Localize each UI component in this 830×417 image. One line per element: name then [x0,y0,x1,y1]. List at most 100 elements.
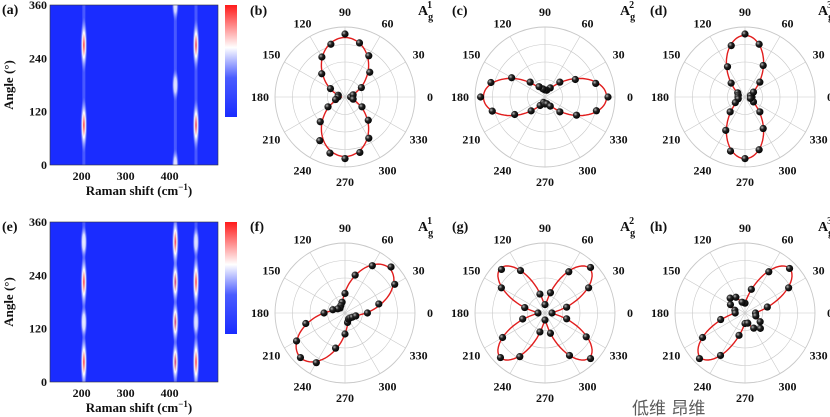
angle-label: 210 [462,133,480,147]
angle-label: 0 [827,306,830,320]
angle-label: 270 [536,391,554,405]
data-point [331,95,340,104]
angle-label: 90 [739,221,751,235]
data-point [727,42,735,50]
data-point [365,134,373,142]
data-point [726,301,735,309]
data-point [731,309,739,317]
data-point [497,284,505,292]
data-point [565,351,574,360]
data-point [519,315,527,323]
angle-label: 300 [579,380,597,394]
angle-label: 90 [739,5,751,19]
angle-label: 0 [627,306,633,320]
panel-label: (h) [650,220,667,235]
data-point [592,107,600,115]
data-point [572,111,581,119]
data-point [341,289,349,297]
peak-maximum [80,97,88,153]
grid-spoke [509,252,546,314]
data-point [326,85,335,93]
angle-label: 0 [627,90,633,104]
angle-label: 120 [694,16,712,30]
data-point [387,263,395,271]
data-point [571,75,579,84]
angle-label: 330 [410,133,428,147]
y-axis-label: Angle (°) [1,60,16,110]
data-point [497,265,506,274]
data-point [368,262,376,270]
grid-spoke [544,312,581,374]
polar-panel-5: (f) Ag1 0 30 60 90 120 150 180 210 240 270 300 330 [250,216,433,405]
grid-spoke [344,96,406,133]
data-point [604,93,612,101]
angle-label: 300 [779,164,797,178]
panel-label: (g) [452,220,469,235]
angle-label: 180 [451,90,469,104]
grid-spoke [544,312,606,349]
data-point [556,78,564,86]
y-tick-label: 360 [29,215,47,229]
data-point [526,78,534,86]
peak-maximum [80,334,88,382]
grid-spoke [484,277,546,314]
polar-panel-1: (b) Ag1 0 30 60 90 120 150 180 210 240 270 300 330 [250,0,433,189]
data-point [357,83,365,92]
y-tick-label: 120 [29,105,47,119]
angle-label: 150 [462,48,480,62]
grid-spoke [284,61,346,98]
data-point [391,280,399,288]
angle-label: 240 [294,380,312,394]
data-point [756,108,764,116]
data-point [585,284,593,292]
peak-maximum [192,18,200,72]
data-point [755,146,763,154]
angle-label: 150 [662,264,680,278]
data-point [546,289,555,297]
angle-label: 120 [294,16,312,30]
angle-label: 210 [262,133,280,147]
angle-label: 60 [582,232,594,246]
panel-label: (a) [2,3,19,18]
data-point [756,324,764,332]
peak-maximum [192,254,200,310]
data-point [722,126,730,134]
data-point [759,124,767,133]
y-tick-label: 0 [41,375,47,389]
data-point [563,315,571,323]
heatmap-background [50,5,218,165]
angle-label: 0 [427,90,433,104]
peak-maximum [171,68,179,102]
angle-label: 150 [262,264,280,278]
data-point [329,306,337,314]
data-point [511,110,519,119]
angle-label: 270 [336,175,354,189]
angle-label: 240 [694,380,712,394]
angle-label: 330 [810,349,828,363]
y-tick-label: 120 [29,322,47,336]
data-point [755,40,763,48]
peak-maximum [171,222,179,269]
data-point [375,300,383,308]
peak-maximum [171,259,179,305]
angle-label: 330 [410,349,428,363]
data-point [541,301,549,309]
angle-label: 210 [462,349,480,363]
angle-label: 120 [494,232,512,246]
angle-label: 60 [582,16,594,30]
mode-label: Ag3 [818,216,830,239]
mode-label: Ag1 [418,216,433,239]
data-point [364,116,372,124]
angle-label: 180 [251,306,269,320]
data-point [582,333,590,341]
data-point [752,312,760,320]
grid-spoke [544,277,606,314]
data-point [516,353,524,361]
data-point [316,137,324,145]
angle-label: 210 [662,133,680,147]
angle-label: 120 [294,232,312,246]
peak-maximum [171,339,179,382]
data-point [723,63,732,71]
peak-maximum [80,17,88,73]
